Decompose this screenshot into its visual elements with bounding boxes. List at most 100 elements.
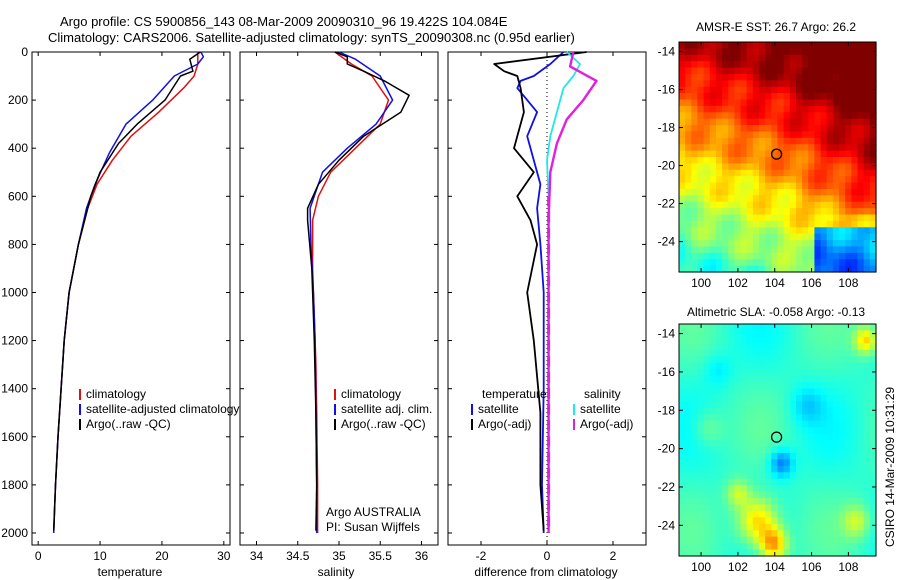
heatmap-cell (740, 414, 748, 422)
heatmap-cell (771, 182, 779, 190)
heatmap-cell (703, 407, 711, 415)
heatmap-cell (765, 240, 772, 248)
heatmap-cell (783, 356, 791, 364)
heatmap-cell (765, 433, 772, 441)
heatmap-cell (839, 137, 846, 145)
heatmap-cell (789, 54, 797, 62)
heatmap-cell (734, 440, 742, 448)
heatmap-cell (857, 498, 865, 506)
heatmap-cell (697, 349, 705, 357)
heatmap-cell (820, 252, 828, 260)
heatmap-cell (740, 73, 748, 81)
heatmap-cell (826, 176, 834, 184)
heatmap-cell (869, 131, 877, 139)
heatmap-cell (746, 54, 754, 62)
heatmap-cell (851, 375, 859, 383)
heatmap-cell (759, 427, 766, 435)
heatmap-cell (820, 491, 828, 499)
heatmap-cell (857, 93, 865, 101)
heatmap-cell (826, 517, 834, 525)
heatmap-cell (839, 150, 846, 158)
heatmap-cell (777, 118, 785, 126)
heatmap-cell (839, 414, 846, 422)
heatmap-cell (771, 246, 779, 254)
heatmap-cell (863, 201, 871, 209)
heatmap-cell (746, 163, 754, 171)
heatmap-cell (826, 498, 834, 506)
heatmap-cell (709, 67, 717, 75)
heatmap-cell (845, 118, 852, 126)
heatmap-cell (771, 169, 779, 177)
heatmap-cell (722, 220, 729, 228)
heatmap-cell (857, 42, 865, 49)
heatmap-cell (734, 343, 742, 351)
heatmap-cell (703, 61, 711, 69)
heatmap-cell (740, 86, 748, 94)
heatmap-cell (691, 375, 699, 383)
heatmap-cell (697, 105, 705, 113)
heatmap-cell (685, 48, 692, 56)
heatmap-cell (685, 394, 692, 402)
heatmap-cell (857, 433, 865, 441)
heatmap-cell (857, 472, 865, 480)
heatmap-cell (740, 324, 748, 332)
heatmap-cell (814, 330, 822, 338)
heatmap-cell (679, 523, 686, 531)
heatmap-cell (795, 137, 803, 145)
heatmap-cell (851, 195, 859, 203)
heatmap-cell (734, 362, 742, 370)
heatmap-cell (759, 67, 766, 75)
heatmap-cell (765, 401, 772, 409)
heatmap-cell (734, 252, 742, 260)
heatmap-cell (734, 375, 742, 383)
heatmap-cell (679, 362, 686, 370)
heatmap-cell (746, 157, 754, 164)
heatmap-cell (802, 214, 809, 222)
heatmap-cell (802, 86, 809, 94)
heatmap-cell (679, 394, 686, 402)
heatmap-cell (697, 208, 705, 216)
heatmap-cell (826, 324, 834, 332)
heatmap-cell (839, 504, 846, 512)
heatmap-cell (709, 382, 717, 390)
heatmap-cell (685, 54, 692, 62)
heatmap-cell (839, 433, 846, 441)
heatmap-cell (783, 80, 791, 88)
heatmap-cell (814, 137, 822, 145)
heatmap-cell (808, 73, 816, 81)
heatmap-cell (839, 54, 846, 62)
heatmap-cell (740, 80, 748, 88)
heatmap-cell (703, 491, 711, 499)
heatmap-cell (802, 375, 809, 383)
heatmap-cell (722, 394, 729, 402)
heatmap-cell (740, 446, 748, 454)
heatmap-cell (777, 144, 785, 152)
heatmap-cell (839, 324, 846, 332)
heatmap-cell (814, 144, 822, 152)
heatmap-cell (857, 176, 865, 184)
heatmap-cell (832, 163, 840, 171)
y-tick-label: -16 (658, 365, 676, 379)
heatmap-cell (783, 420, 791, 428)
heatmap-cell (869, 61, 877, 69)
heatmap-cell (826, 407, 834, 415)
heatmap-cell (709, 530, 717, 538)
heatmap-cell (820, 510, 828, 518)
heatmap-cell (679, 240, 686, 248)
heatmap-cell (863, 394, 871, 402)
heatmap-cell (845, 330, 852, 338)
heatmap-cell (759, 517, 766, 525)
heatmap-cell (722, 530, 729, 538)
heatmap-cell (746, 452, 754, 460)
heatmap-cell (820, 150, 828, 158)
heatmap-cell (728, 440, 736, 448)
heatmap-cell (783, 150, 791, 158)
heatmap-cell (740, 118, 748, 126)
heatmap-cell (832, 523, 840, 531)
heatmap-cell (814, 195, 822, 203)
heatmap-cell (771, 259, 779, 267)
heatmap-cell (715, 195, 723, 203)
heatmap-cell (814, 452, 822, 460)
heatmap-cell (728, 427, 736, 435)
heatmap-cell (765, 67, 772, 75)
